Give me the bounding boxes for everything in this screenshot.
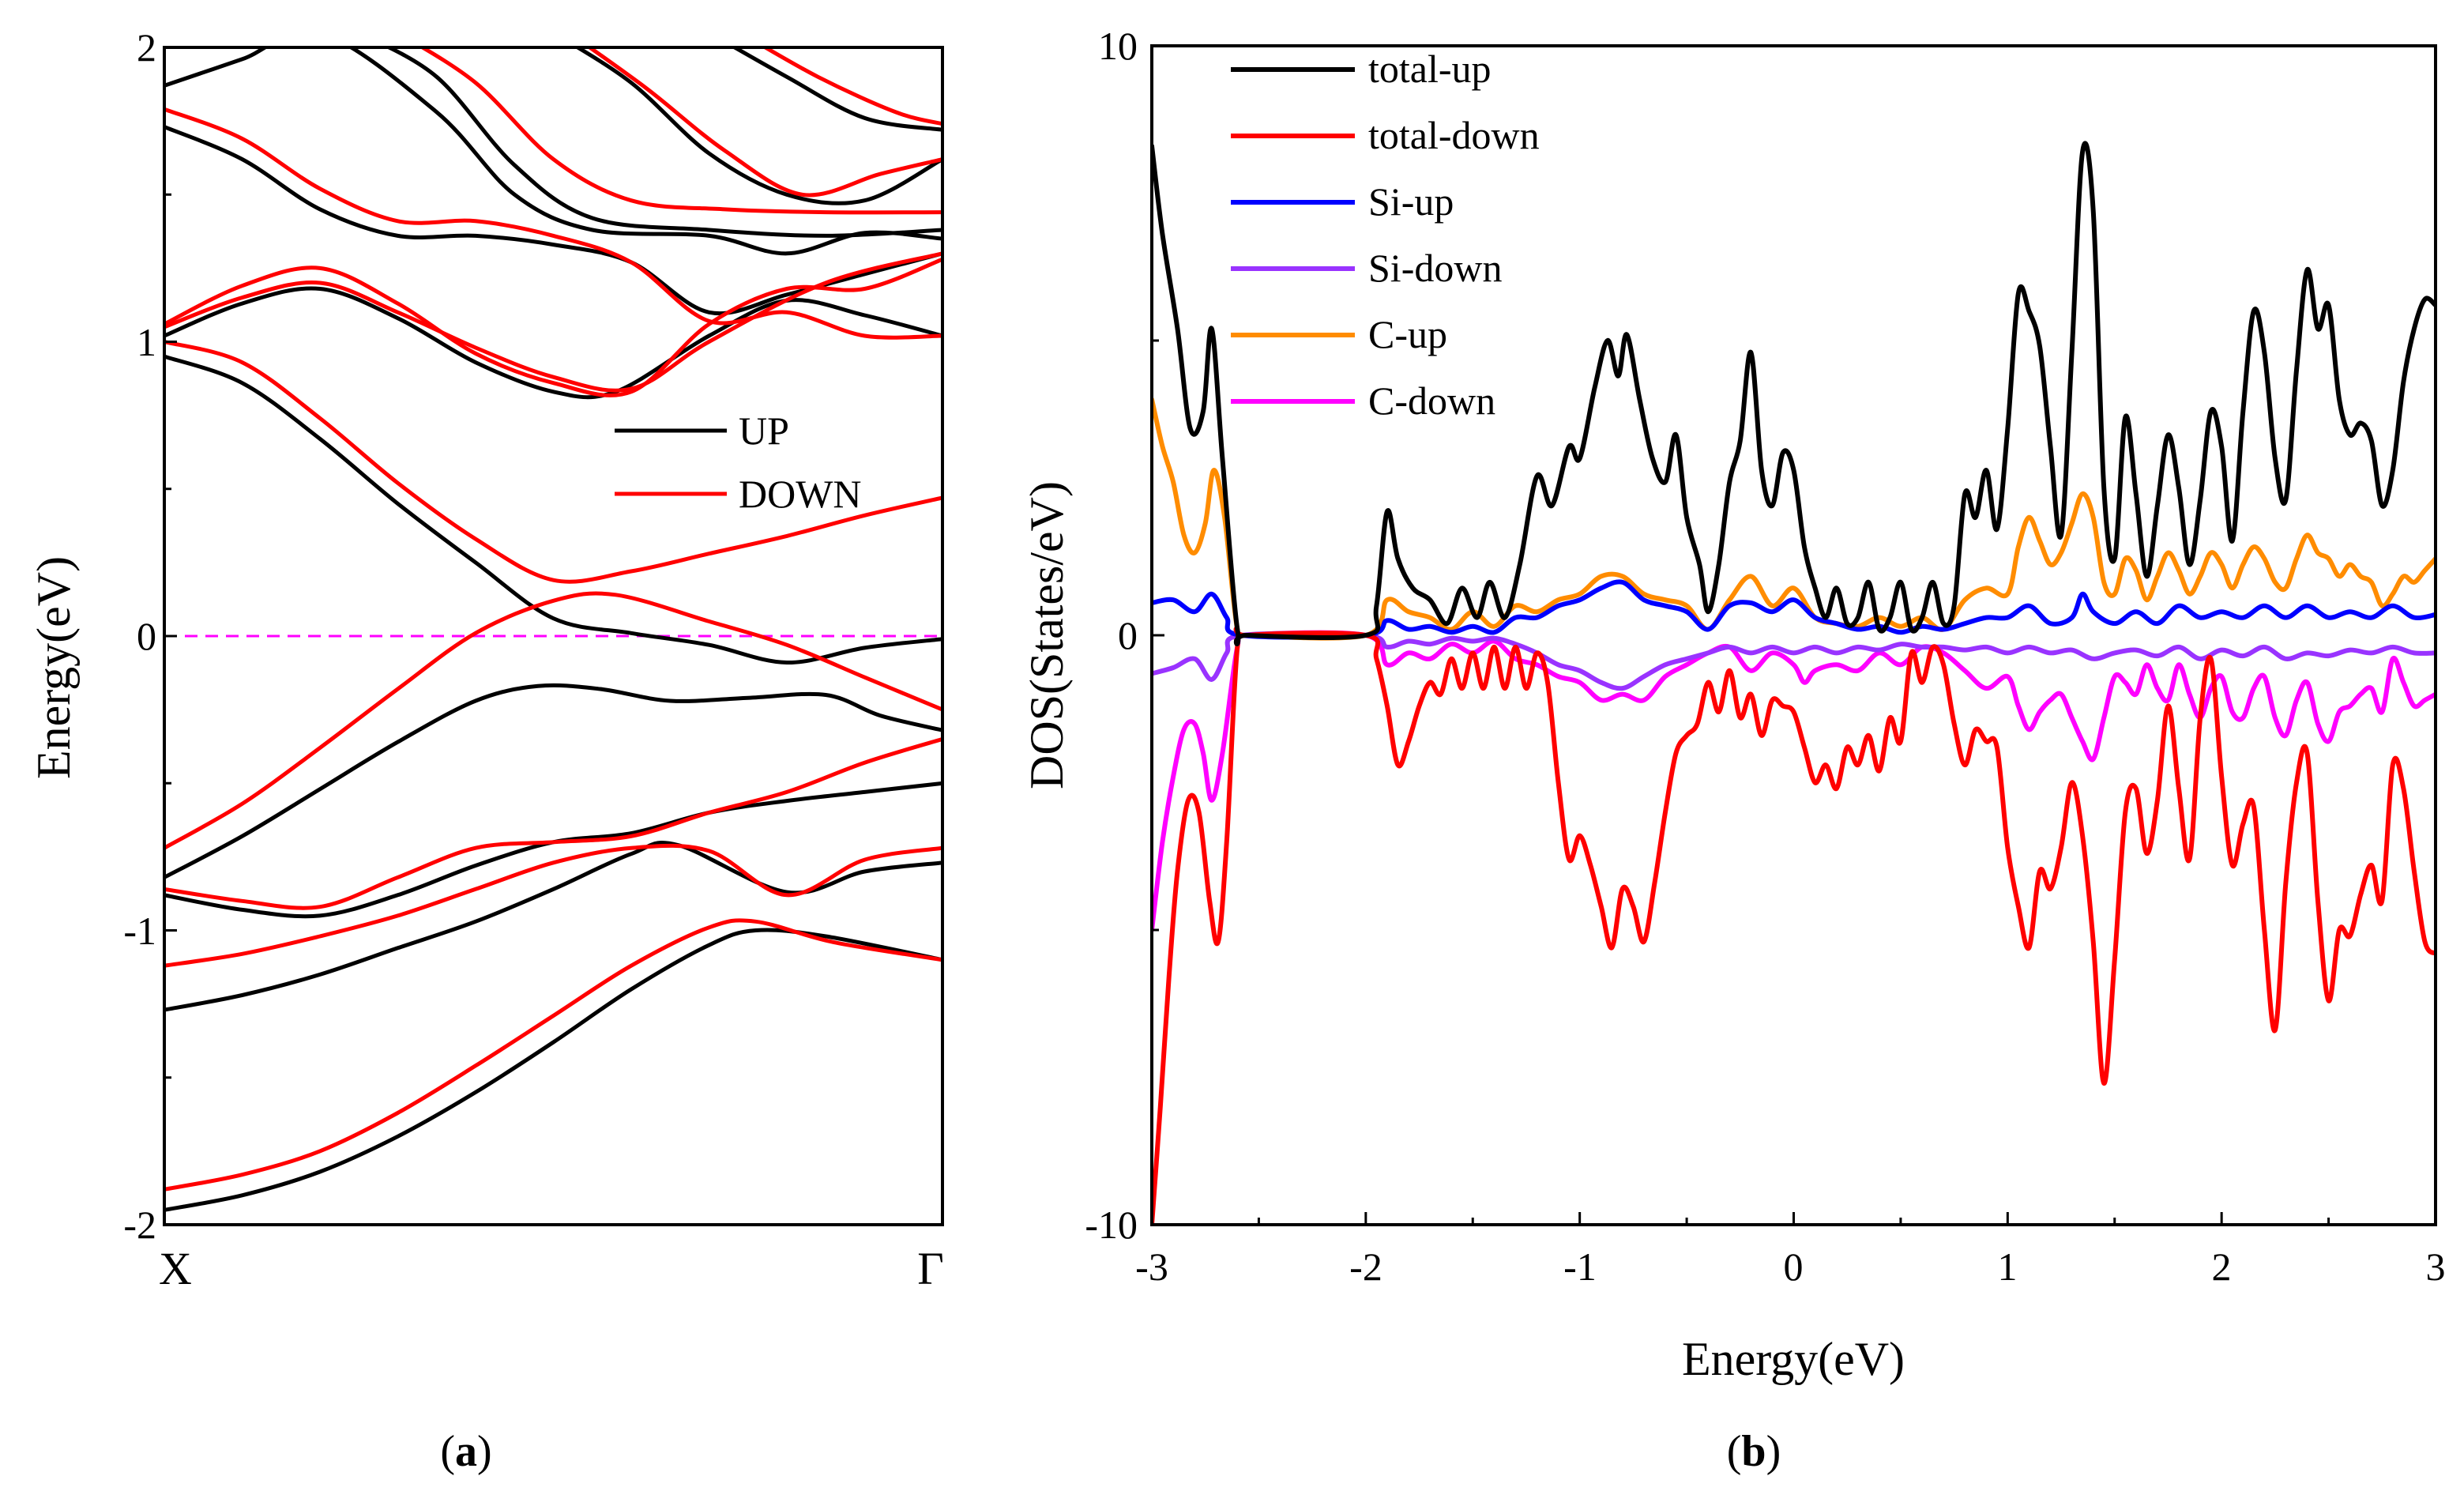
b-x-tick-label: -1 <box>1563 1244 1597 1289</box>
b-y-axis-title: DOS(States/eV) <box>1021 481 1073 789</box>
band-up-11 <box>730 47 942 132</box>
dos-curve-si-up <box>1152 579 2436 640</box>
band-up-9 <box>384 47 942 238</box>
b-legend-label-si-up: Si-up <box>1368 179 1454 224</box>
band-down-1 <box>164 918 942 1192</box>
band-up-10 <box>574 47 942 205</box>
b-y-tick-label: -10 <box>1085 1203 1138 1247</box>
band-down-9 <box>418 47 942 215</box>
dos-curve-c-up <box>1152 397 2436 642</box>
band-down-5 <box>164 340 942 584</box>
panel-a-caption: (a) <box>440 1427 491 1476</box>
panel-b-dos: 10 0 -10 -3 -2 -1 0 1 2 3 Energy(eV) DOS… <box>1021 24 2446 1476</box>
dos-curve-total-down <box>1152 626 2436 1225</box>
b-legend-label-total-down: total-down <box>1368 113 1540 157</box>
panel-b-caption: (b) <box>1727 1427 1781 1476</box>
band-down-8 <box>164 251 942 393</box>
a-y-tick-label: -1 <box>123 909 156 953</box>
b-x-tick-label: 1 <box>1998 1244 2018 1289</box>
panel-a-band-structure: 2 1 0 -1 -2 X Γ Energy(eV) UP DOWN (a) <box>28 25 944 1476</box>
a-legend-label-down: DOWN <box>739 472 862 516</box>
dos-curve-total-up <box>1152 141 2436 646</box>
dos-curve-c-down <box>1152 630 2436 932</box>
band-down-4 <box>164 591 942 850</box>
b-y-tick-label: 10 <box>1098 24 1138 68</box>
band-down-3 <box>164 736 942 910</box>
band-down-6 <box>164 257 942 397</box>
b-x-tick-label: 2 <box>2212 1244 2232 1289</box>
b-legend-label-c-up: C-up <box>1368 312 1447 356</box>
b-legend: total-up total-down Si-up Si-down C-up C… <box>1231 47 1540 423</box>
a-y-axis-title: Energy(eV) <box>28 556 80 779</box>
b-legend-label-c-down: C-down <box>1368 378 1495 423</box>
band-up-5 <box>164 354 942 665</box>
b-x-tick-label: 3 <box>2426 1244 2446 1289</box>
b-y-tick-label: 0 <box>1118 613 1138 657</box>
band-down-2 <box>164 843 942 968</box>
a-y-tick-label: 2 <box>137 25 156 70</box>
b-x-tick-label: -3 <box>1135 1244 1168 1289</box>
b-legend-label-total-up: total-up <box>1368 47 1492 91</box>
a-legend-label-up: UP <box>739 409 789 453</box>
band-up-4 <box>164 683 942 879</box>
b-x-tick-label: 0 <box>1784 1244 1804 1289</box>
b-x-axis-title: Energy(eV) <box>1682 1333 1905 1385</box>
band-up-1 <box>164 928 942 1212</box>
band-up-6 <box>164 286 942 400</box>
a-y-tick-label: -2 <box>123 1203 156 1247</box>
dos-curve-si-down <box>1152 631 2436 691</box>
a-x-tick-label-X: X <box>159 1243 192 1294</box>
band-up-8 <box>164 47 942 256</box>
a-y-tick-label: 0 <box>137 614 156 658</box>
b-legend-label-si-down: Si-down <box>1368 246 1502 290</box>
a-y-tick-label: 1 <box>137 320 156 364</box>
a-x-tick-label-Gamma: Γ <box>917 1243 944 1294</box>
band-down-11 <box>761 47 942 126</box>
b-x-tick-label: -2 <box>1349 1244 1382 1289</box>
band-down-10 <box>586 47 942 198</box>
band-down-7 <box>164 107 942 340</box>
a-legend: UP DOWN <box>615 409 862 516</box>
